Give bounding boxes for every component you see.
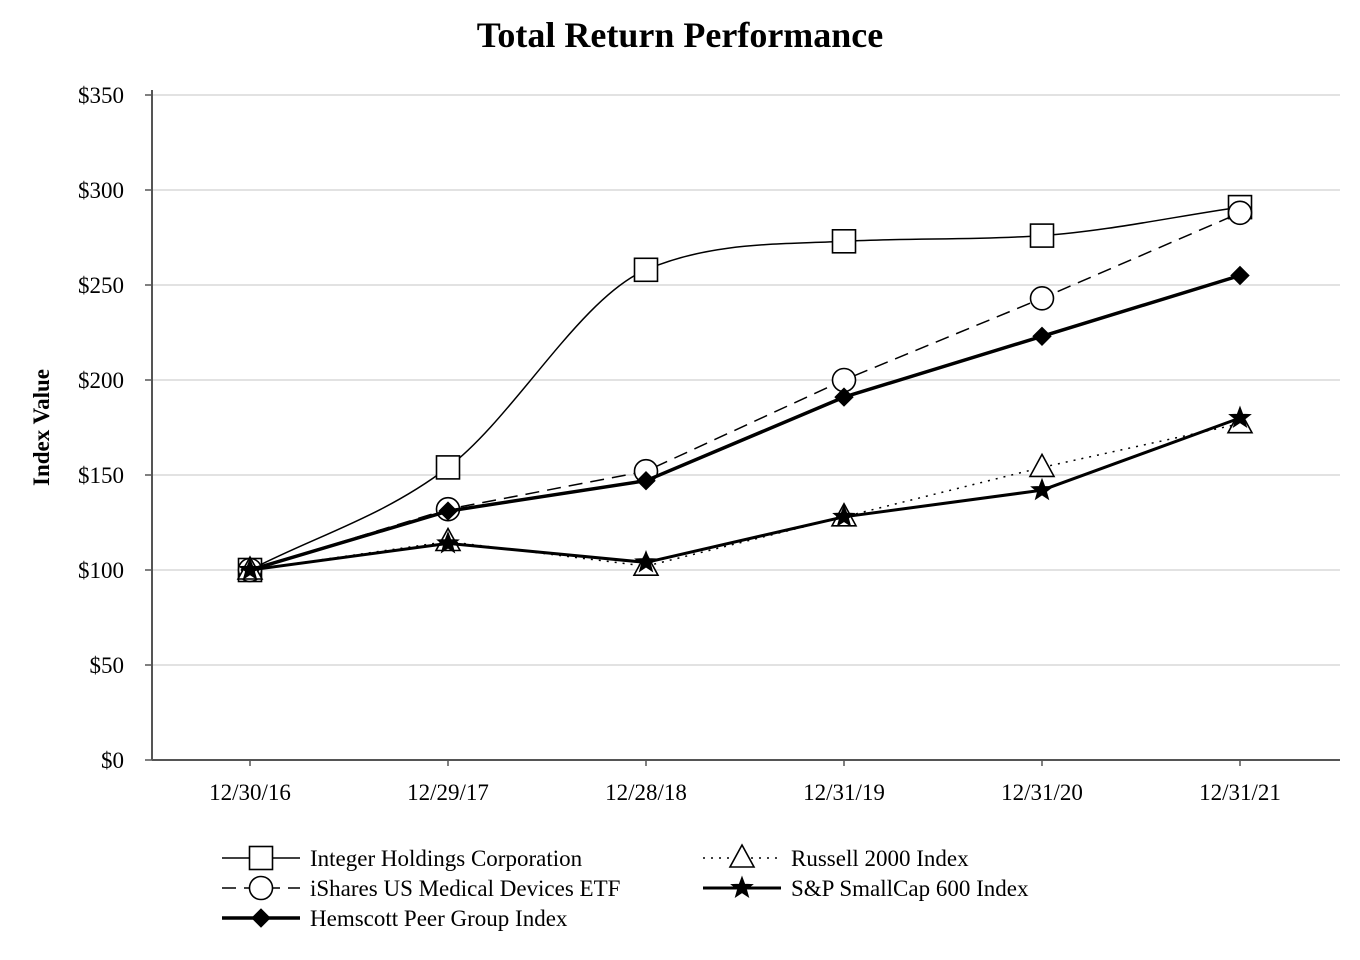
x-tick-label: 12/29/17 <box>407 780 489 805</box>
data-point <box>1029 285 1055 311</box>
legend-item: Integer Holdings Corporation <box>222 845 583 871</box>
legend-item: S&P SmallCap 600 Index <box>703 875 1029 901</box>
axes: $0 $50 $100 $150 $200 $250 $300 $350 12/30/16 12/… <box>29 83 1340 805</box>
grid-lines <box>152 94 1340 666</box>
legend-label: Russell 2000 Index <box>791 846 969 871</box>
y-tick-label: $100 <box>78 558 124 583</box>
x-tick-label: 12/31/19 <box>803 780 885 805</box>
data-point <box>634 549 658 573</box>
data-point <box>834 387 854 407</box>
legend-marker <box>248 845 274 871</box>
x-tick-label: 12/31/21 <box>1199 780 1281 805</box>
data-point <box>436 530 460 554</box>
y-tick-label: $50 <box>90 653 125 678</box>
data-point <box>636 470 656 491</box>
series-1 <box>237 200 1253 583</box>
data-point <box>1230 265 1250 286</box>
data-point <box>435 455 461 480</box>
series-line <box>249 206 1241 571</box>
y-tick-label: $250 <box>78 273 124 298</box>
series-line <box>249 422 1241 571</box>
legend-label: Hemscott Peer Group Index <box>310 906 568 931</box>
data-point <box>1227 200 1253 226</box>
legend-item: Hemscott Peer Group Index <box>222 906 568 931</box>
series-line <box>249 273 1241 572</box>
legend-item: Russell 2000 Index <box>703 843 969 871</box>
legend-marker <box>251 908 271 928</box>
data-point <box>1030 477 1054 501</box>
data-point <box>438 501 458 521</box>
legend-marker <box>248 875 274 901</box>
data-point <box>633 257 659 283</box>
data-point <box>1228 405 1252 429</box>
data-point <box>832 504 856 527</box>
y-tick-label: $300 <box>78 178 124 203</box>
legend-label: S&P SmallCap 600 Index <box>791 876 1029 901</box>
series-2 <box>240 265 1250 580</box>
x-tick-label: 12/30/16 <box>209 780 291 805</box>
data-point <box>1028 452 1056 478</box>
data-point <box>1032 326 1052 347</box>
y-tick-label: $350 <box>78 83 124 108</box>
y-tick-label: $200 <box>78 368 124 393</box>
x-tick-label: 12/31/20 <box>1001 780 1083 805</box>
data-point <box>1029 223 1055 248</box>
legend: Integer Holdings Corporation iShares US M… <box>222 843 1029 931</box>
legend-marker <box>728 843 756 868</box>
x-tick-label: 12/28/18 <box>605 780 687 805</box>
chart-title: Total Return Performance <box>476 15 884 55</box>
legend-label: iShares US Medical Devices ETF <box>310 876 620 901</box>
legend-item: iShares US Medical Devices ETF <box>222 875 620 901</box>
series-0 <box>237 194 1253 583</box>
data-point <box>831 229 857 254</box>
series-lines <box>236 194 1254 583</box>
series-line <box>249 212 1241 571</box>
series-line <box>249 416 1241 572</box>
series-4 <box>238 405 1252 581</box>
y-tick-label: $150 <box>78 463 124 488</box>
series-3 <box>236 409 1254 580</box>
y-axis-title: Index Value <box>29 369 54 486</box>
legend-marker <box>730 875 754 899</box>
y-tick-label: $0 <box>101 748 124 773</box>
data-point <box>238 557 262 581</box>
legend-label: Integer Holdings Corporation <box>310 846 583 871</box>
